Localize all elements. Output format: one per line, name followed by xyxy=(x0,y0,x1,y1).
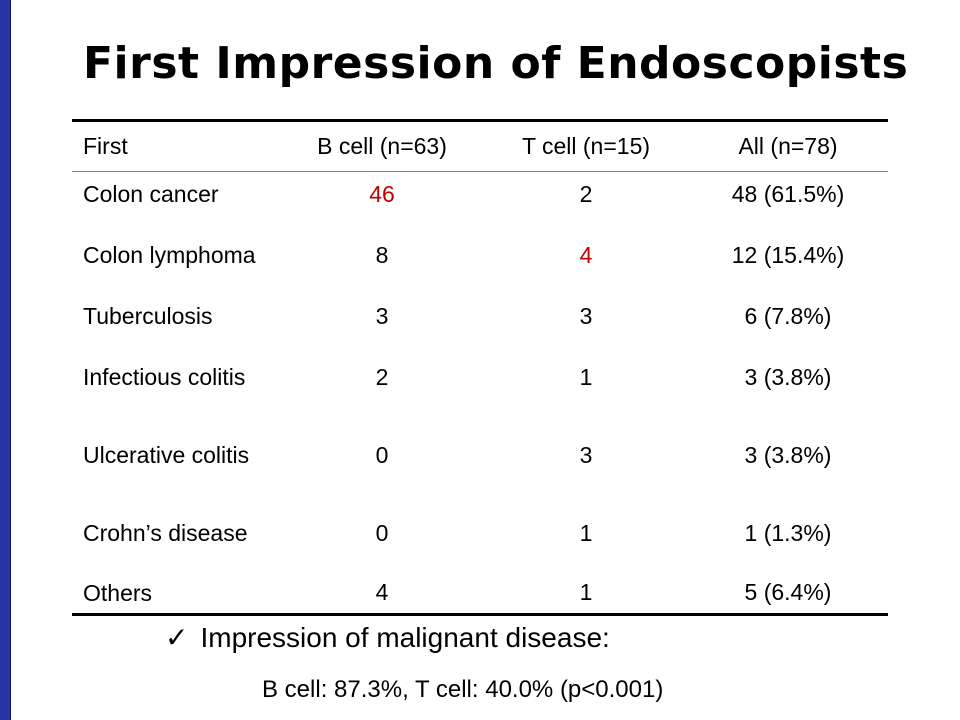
table-header-row: First B cell (n=63) T cell (n=15) All (n… xyxy=(72,120,888,172)
table-row: Infectious colitis 2 1 3 (3.8%) xyxy=(72,338,888,416)
b-cell-value: 46 xyxy=(369,180,395,207)
table-row: Colon cancer 46 2 48 (61.5%) xyxy=(72,172,888,217)
t-cell-value: 4 xyxy=(579,241,593,268)
b-cell-value: 0 xyxy=(375,441,389,468)
row-label: Tuberculosis xyxy=(83,303,213,329)
table-row: Tuberculosis 3 3 6 (7.8%) xyxy=(72,294,888,338)
header-b-cell: B cell (n=63) xyxy=(280,120,484,172)
t-cell-value: 1 xyxy=(579,579,593,605)
b-cell-value: 8 xyxy=(375,241,389,268)
row-label: Infectious colitis xyxy=(83,364,246,390)
row-label: Crohn’s disease xyxy=(83,520,248,546)
malignant-impression-detail: B cell: 87.3%, T cell: 40.0% (p<0.001) xyxy=(262,676,664,703)
t-cell-value: 1 xyxy=(579,519,593,546)
t-cell-value: 3 xyxy=(579,302,593,329)
all-value: 3 (3.8%) xyxy=(744,441,832,468)
results-table: First B cell (n=63) T cell (n=15) All (n… xyxy=(72,119,888,616)
table-row: Colon lymphoma 8 4 12 (15.4%) xyxy=(72,216,888,294)
all-value: 3 (3.8%) xyxy=(744,363,832,390)
checkmark-icon: ✓ xyxy=(165,621,189,654)
b-cell-value: 3 xyxy=(375,302,389,329)
header-first: First xyxy=(72,120,280,172)
t-cell-value: 3 xyxy=(579,441,593,468)
slide-accent-bar xyxy=(0,0,11,720)
b-cell-value: 0 xyxy=(375,519,389,546)
all-value: 6 (7.8%) xyxy=(744,302,832,329)
header-t-cell: T cell (n=15) xyxy=(484,120,688,172)
t-cell-value: 2 xyxy=(579,180,593,207)
all-value: 1 (1.3%) xyxy=(744,519,832,546)
b-cell-value: 4 xyxy=(375,579,389,605)
table-row: Crohn’s disease 0 1 1 (1.3%) xyxy=(72,494,888,572)
table-row: Ulcerative colitis 0 3 3 (3.8%) xyxy=(72,416,888,494)
note-text: Impression of malignant disease: xyxy=(200,622,610,653)
header-all: All (n=78) xyxy=(688,120,888,172)
row-label: Ulcerative colitis xyxy=(83,442,250,468)
b-cell-value: 2 xyxy=(375,363,389,390)
slide-title: First Impression of Endoscopists xyxy=(83,38,909,89)
all-value: 5 (6.4%) xyxy=(744,579,832,605)
all-value: 12 (15.4%) xyxy=(731,241,845,268)
all-value: 48 (61.5%) xyxy=(731,180,845,207)
row-label: Colon cancer xyxy=(83,181,219,207)
table-row: Others 4 1 5 (6.4%) xyxy=(72,572,888,615)
row-label: Colon lymphoma xyxy=(83,242,256,268)
row-label: Others xyxy=(83,579,153,606)
t-cell-value: 1 xyxy=(579,363,593,390)
malignant-impression-note: ✓ Impression of malignant disease: xyxy=(165,621,610,654)
